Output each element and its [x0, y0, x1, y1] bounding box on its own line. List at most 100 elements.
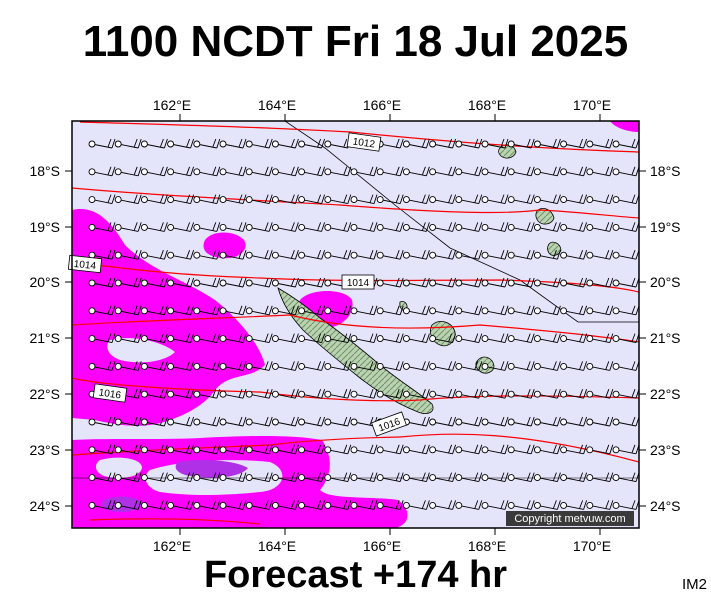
- axis-ticks: [65, 114, 646, 535]
- wind-barb: [560, 333, 588, 344]
- land-layer: [277, 144, 562, 414]
- wind-barb: [324, 138, 352, 149]
- lat-label: 21°S: [650, 330, 681, 346]
- wind-barb: [481, 166, 509, 177]
- wind-barb: [429, 361, 457, 371]
- wind-barb: [114, 138, 142, 149]
- wind-barb: [88, 250, 116, 260]
- wind-barb: [429, 472, 457, 483]
- wind-barb: [324, 166, 352, 177]
- wind-barb: [350, 333, 378, 344]
- wind-barb: [245, 305, 273, 316]
- wind-barb: [429, 166, 457, 177]
- wind-barb: [271, 222, 299, 232]
- wind-barb: [481, 389, 509, 399]
- wind-barb: [507, 361, 535, 371]
- wind-barb: [140, 166, 168, 177]
- wind-barb: [114, 250, 142, 260]
- wind-barb: [140, 389, 168, 399]
- wind-barb: [429, 416, 457, 427]
- wind-barb: [429, 333, 457, 344]
- wind-barb: [271, 444, 299, 455]
- wind-barb: [350, 444, 378, 455]
- lat-label: 20°S: [650, 274, 681, 290]
- wind-barb: [88, 472, 116, 483]
- svg-text:1014: 1014: [73, 259, 97, 272]
- wind-barb: [376, 222, 404, 232]
- new-caledonia-island: [277, 287, 434, 414]
- wind-barb: [586, 389, 614, 399]
- wind-barb: [140, 138, 168, 149]
- longitude-labels-top: 162°E 164°E 166°E 168°E 170°E: [153, 97, 611, 113]
- wind-barb: [271, 138, 299, 149]
- wind-barb: [219, 333, 247, 344]
- wind-barb: [507, 500, 535, 510]
- wind-barb: [324, 333, 352, 344]
- wind-barb: [219, 277, 247, 288]
- wind-barb: [533, 138, 561, 149]
- wind-barb: [245, 500, 273, 510]
- wind-barb: [612, 361, 639, 371]
- latitude-labels-left: 18°S 19°S 20°S 21°S 22°S 23°S 24°S: [29, 163, 60, 514]
- wind-barb: [245, 416, 273, 427]
- isobar-labels: 1012 1014 1014 1016 1016: [67, 132, 407, 437]
- wind-barb: [298, 472, 326, 483]
- wind-barb: [481, 194, 509, 205]
- wind-barb: [219, 305, 247, 316]
- wind-barb: [245, 333, 273, 344]
- wind-barb: [271, 472, 299, 483]
- wind-barb: [481, 333, 509, 344]
- rain-area-south-hole: [95, 457, 142, 478]
- wind-barb: [193, 361, 221, 371]
- wind-barb: [167, 166, 195, 177]
- wind-barb: [455, 222, 483, 232]
- wind-barb: [560, 444, 588, 455]
- wind-barb: [455, 444, 483, 455]
- wind-barb: [560, 222, 588, 232]
- wind-barb: [507, 472, 535, 483]
- image-code: IM2: [681, 576, 707, 593]
- wind-barb: [167, 194, 195, 205]
- wind-barb: [167, 305, 195, 316]
- wind-barb: [586, 500, 614, 510]
- wind-barb: [402, 472, 430, 483]
- wind-barb: [402, 361, 430, 371]
- wind-barb: [455, 361, 483, 371]
- wind-barb: [114, 222, 142, 232]
- wind-barb: [402, 138, 430, 149]
- wind-barb: [402, 222, 430, 232]
- wind-barb: [140, 333, 168, 344]
- wind-barb: [324, 416, 352, 427]
- wind-barb: [271, 361, 299, 371]
- wind-barb: [114, 305, 142, 316]
- wind-barb: [376, 500, 404, 510]
- longitude-labels-bottom: 162°E 164°E 166°E 168°E 170°E: [153, 538, 611, 554]
- wind-barb: [376, 389, 404, 399]
- lon-label: 164°E: [258, 538, 296, 554]
- wind-barb: [140, 305, 168, 316]
- wind-barb: [455, 138, 483, 149]
- wind-barb: [612, 416, 639, 427]
- wind-barb: [376, 333, 404, 344]
- wind-barb: [167, 361, 195, 371]
- wind-barb: [271, 194, 299, 205]
- wind-barb: [586, 416, 614, 427]
- wind-barb: [193, 444, 221, 455]
- wind-barb: [271, 333, 299, 344]
- lon-label: 164°E: [258, 97, 296, 113]
- wind-barb: [88, 500, 116, 510]
- wind-barb: [245, 389, 273, 399]
- wind-barb: [533, 416, 561, 427]
- wind-barb: [612, 277, 639, 288]
- wind-barb: [429, 389, 457, 399]
- wind-barb: [429, 277, 457, 288]
- wind-barb: [455, 250, 483, 260]
- wind-barb: [219, 500, 247, 510]
- wind-barb: [455, 277, 483, 288]
- wind-barb: [455, 305, 483, 316]
- wind-barb: [533, 222, 561, 232]
- wind-barb: [167, 416, 195, 427]
- wind-barb: [324, 444, 352, 455]
- wind-barb: [533, 194, 561, 205]
- wind-barb: [533, 500, 561, 510]
